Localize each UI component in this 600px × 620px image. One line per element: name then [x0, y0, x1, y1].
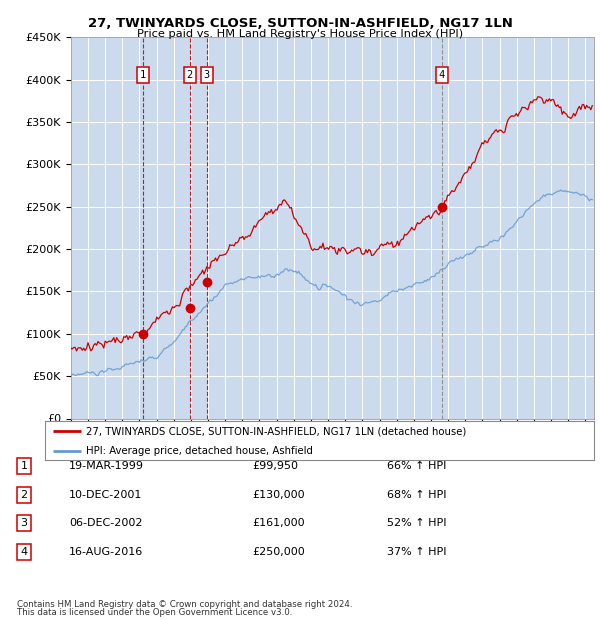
Text: 27, TWINYARDS CLOSE, SUTTON-IN-ASHFIELD, NG17 1LN: 27, TWINYARDS CLOSE, SUTTON-IN-ASHFIELD,…: [88, 17, 512, 30]
Text: 37% ↑ HPI: 37% ↑ HPI: [387, 547, 446, 557]
Text: £130,000: £130,000: [252, 490, 305, 500]
Text: 3: 3: [20, 518, 28, 528]
Text: Price paid vs. HM Land Registry's House Price Index (HPI): Price paid vs. HM Land Registry's House …: [137, 29, 463, 39]
Text: £250,000: £250,000: [252, 547, 305, 557]
Text: 4: 4: [439, 70, 445, 81]
Text: 52% ↑ HPI: 52% ↑ HPI: [387, 518, 446, 528]
Text: 2: 2: [187, 70, 193, 81]
Text: 3: 3: [204, 70, 210, 81]
Text: 1: 1: [140, 70, 146, 81]
Text: 66% ↑ HPI: 66% ↑ HPI: [387, 461, 446, 471]
Text: 19-MAR-1999: 19-MAR-1999: [69, 461, 144, 471]
Text: This data is licensed under the Open Government Licence v3.0.: This data is licensed under the Open Gov…: [17, 608, 292, 617]
Text: 27, TWINYARDS CLOSE, SUTTON-IN-ASHFIELD, NG17 1LN (detached house): 27, TWINYARDS CLOSE, SUTTON-IN-ASHFIELD,…: [86, 426, 467, 436]
Text: 2: 2: [20, 490, 28, 500]
Text: HPI: Average price, detached house, Ashfield: HPI: Average price, detached house, Ashf…: [86, 446, 313, 456]
Text: £161,000: £161,000: [252, 518, 305, 528]
Text: 68% ↑ HPI: 68% ↑ HPI: [387, 490, 446, 500]
Text: £99,950: £99,950: [252, 461, 298, 471]
Text: 1: 1: [20, 461, 28, 471]
Text: Contains HM Land Registry data © Crown copyright and database right 2024.: Contains HM Land Registry data © Crown c…: [17, 600, 352, 609]
Text: 4: 4: [20, 547, 28, 557]
Text: 10-DEC-2001: 10-DEC-2001: [69, 490, 142, 500]
Text: 06-DEC-2002: 06-DEC-2002: [69, 518, 143, 528]
Text: 16-AUG-2016: 16-AUG-2016: [69, 547, 143, 557]
